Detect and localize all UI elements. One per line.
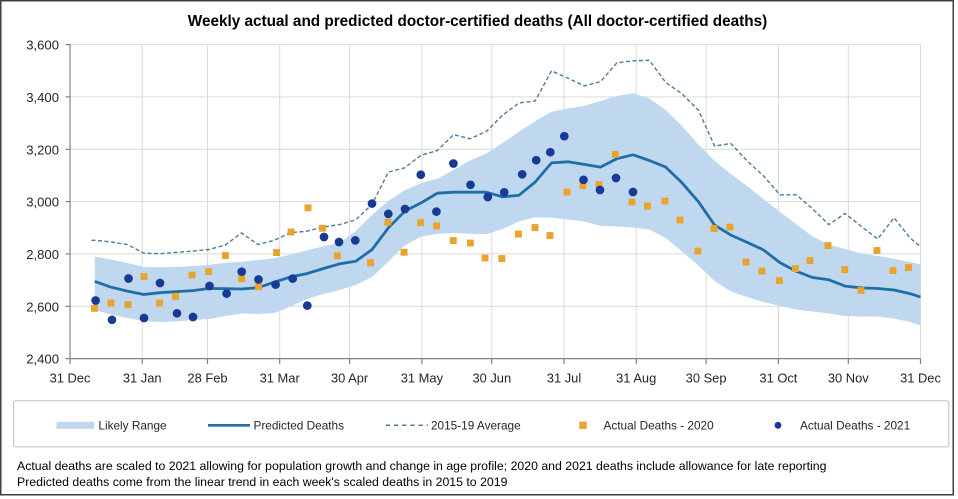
svg-text:Actual deaths are scaled to 20: Actual deaths are scaled to 2021 allowin…	[17, 459, 827, 473]
svg-text:31 Dec: 31 Dec	[50, 370, 91, 385]
svg-text:31 Oct: 31 Oct	[759, 370, 797, 385]
svg-text:28 Feb: 28 Feb	[187, 370, 227, 385]
svg-text:3,200: 3,200	[26, 142, 59, 157]
svg-text:Predicted deaths come from the: Predicted deaths come from the linear tr…	[17, 475, 508, 489]
svg-text:Predicted Deaths: Predicted Deaths	[254, 419, 345, 433]
svg-text:3,400: 3,400	[26, 90, 59, 105]
svg-text:30 Sep: 30 Sep	[686, 370, 727, 385]
svg-text:2,600: 2,600	[26, 299, 59, 314]
svg-text:30 Apr: 30 Apr	[331, 370, 369, 385]
svg-text:Weekly actual and predicted do: Weekly actual and predicted doctor-certi…	[188, 13, 767, 30]
svg-text:2015-19 Average: 2015-19 Average	[431, 419, 521, 433]
svg-text:31 May: 31 May	[401, 370, 444, 385]
svg-text:Actual Deaths - 2020: Actual Deaths - 2020	[604, 419, 715, 433]
svg-text:30 Jun: 30 Jun	[472, 370, 511, 385]
svg-text:31 Jul: 31 Jul	[547, 370, 581, 385]
svg-text:2,800: 2,800	[26, 247, 59, 262]
svg-text:3,000: 3,000	[26, 195, 59, 210]
svg-text:Actual Deaths - 2021: Actual Deaths - 2021	[800, 419, 910, 433]
svg-text:31 Jan: 31 Jan	[123, 370, 162, 385]
svg-text:3,600: 3,600	[26, 38, 59, 53]
svg-text:2,400: 2,400	[26, 352, 59, 367]
svg-text:31 Dec: 31 Dec	[900, 370, 941, 385]
svg-text:Likely Range: Likely Range	[98, 419, 167, 433]
svg-text:31 Aug: 31 Aug	[616, 370, 656, 385]
svg-text:30 Nov: 30 Nov	[828, 370, 869, 385]
svg-text:31 Mar: 31 Mar	[260, 370, 301, 385]
